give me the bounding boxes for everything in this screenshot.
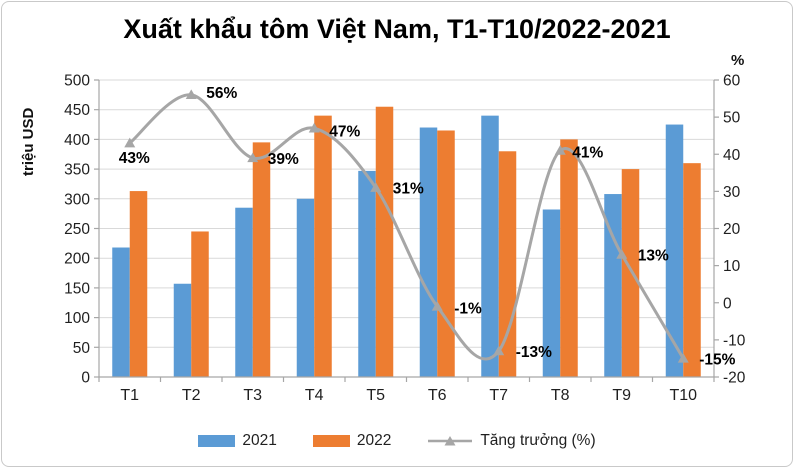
bar-2021-T7 [481, 115, 499, 377]
bar-2022-T4 [314, 115, 332, 377]
x-tick-label: T10 [669, 387, 697, 404]
left-tick-label: 150 [64, 280, 90, 297]
growth-line [128, 93, 685, 361]
bar-2022-T10 [683, 163, 701, 377]
bar-2022-T3 [252, 142, 271, 377]
right-tick-label: 50 [723, 110, 741, 127]
growth-marker-icon [124, 137, 136, 148]
left-tick-label: 250 [64, 221, 90, 238]
right-tick-label: 0 [723, 295, 732, 312]
growth-data-label: 39% [268, 151, 299, 168]
left-tick-label: 0 [81, 370, 90, 387]
right-tick-label: 20 [723, 221, 741, 238]
x-tick-label: T6 [428, 387, 447, 404]
right-axis-title: % [731, 52, 745, 69]
left-tick-label: 450 [64, 102, 90, 119]
legend-line-marker-icon [428, 436, 473, 446]
growth-marker-icon [370, 182, 382, 192]
left-tick-label: 200 [64, 251, 90, 268]
right-tick-label: 30 [723, 184, 741, 201]
bar-2021-T1 [112, 247, 130, 377]
bar-2022-T2 [191, 231, 209, 377]
bar-2021-T10 [665, 124, 684, 377]
right-tick-label: -10 [723, 332, 746, 349]
growth-data-label: -13% [516, 344, 552, 361]
growth-data-label: -15% [699, 351, 735, 368]
x-tick-label: T5 [366, 387, 385, 404]
growth-marker-icon [493, 345, 505, 356]
bar-2022-T5 [375, 106, 394, 377]
legend-swatch-2021 [198, 435, 236, 447]
bar-2021-T4 [296, 198, 315, 377]
growth-data-label: 13% [638, 247, 669, 264]
bar-2022-T7 [498, 151, 517, 377]
legend-label-2022: 2022 [356, 432, 392, 449]
x-tick-label: T7 [489, 387, 508, 404]
growth-marker-icon [185, 89, 197, 100]
legend-item-2021: 2021 [198, 432, 277, 450]
growth-data-label: 41% [572, 145, 603, 162]
x-tick-label: T4 [305, 387, 324, 404]
x-tick-label: T3 [243, 387, 262, 404]
x-tick-label: T1 [120, 387, 139, 404]
growth-marker-icon [308, 122, 320, 133]
growth-data-label: 47% [329, 123, 360, 140]
bar-2021-T5 [358, 170, 376, 377]
x-tick-label: T9 [612, 387, 631, 404]
right-tick-label: 60 [723, 73, 741, 90]
x-tick-label: T2 [182, 387, 201, 404]
bar-2021-T2 [173, 283, 192, 377]
bar-2021-T3 [235, 207, 253, 377]
right-tick-label: -20 [723, 370, 746, 387]
growth-data-label: -1% [454, 300, 482, 317]
bar-2022-T9 [621, 169, 640, 377]
x-tick-label: T8 [551, 387, 570, 404]
right-tick-label: 40 [723, 147, 741, 164]
plot-area: 0 50 100 150 200 250 300 350 400 450 500 -20 -10 0 10 2… [64, 73, 746, 405]
legend: 2021 2022 Tăng trưởng (%) [2, 432, 792, 450]
bar-2022-T1 [129, 191, 148, 377]
bar-2022-T8 [560, 139, 578, 377]
bar-2022-T6 [437, 130, 455, 377]
bar-2021-T8 [542, 209, 561, 377]
legend-item-growth: Tăng trưởng (%) [427, 432, 596, 450]
bar-2021-T6 [419, 127, 438, 378]
right-tick-label: 10 [723, 258, 741, 275]
growth-data-label: 56% [206, 85, 237, 102]
legend-label-2021: 2021 [242, 432, 277, 449]
growth-marker-icon [616, 248, 628, 259]
left-tick-label: 350 [64, 162, 90, 179]
left-tick-label: 500 [64, 73, 90, 90]
bar-2021-T9 [604, 194, 622, 377]
left-tick-label: 300 [64, 191, 90, 208]
legend-item-2022: 2022 [312, 432, 392, 450]
legend-swatch-2022 [312, 435, 350, 447]
legend-label-growth: Tăng trưởng (%) [480, 432, 596, 449]
growth-marker-icon [431, 300, 443, 311]
growth-marker-icon [554, 145, 566, 155]
left-tick-label: 400 [64, 132, 90, 149]
growth-marker-icon [247, 152, 259, 163]
growth-data-label: 31% [393, 181, 424, 198]
growth-data-label: 43% [119, 150, 150, 167]
left-tick-label: 50 [73, 340, 91, 357]
chart-title: Xuất khẩu tôm Việt Nam, T1-T10/2022-2021 [123, 14, 671, 44]
growth-marker-icon [677, 352, 689, 363]
left-tick-label: 100 [64, 310, 90, 327]
